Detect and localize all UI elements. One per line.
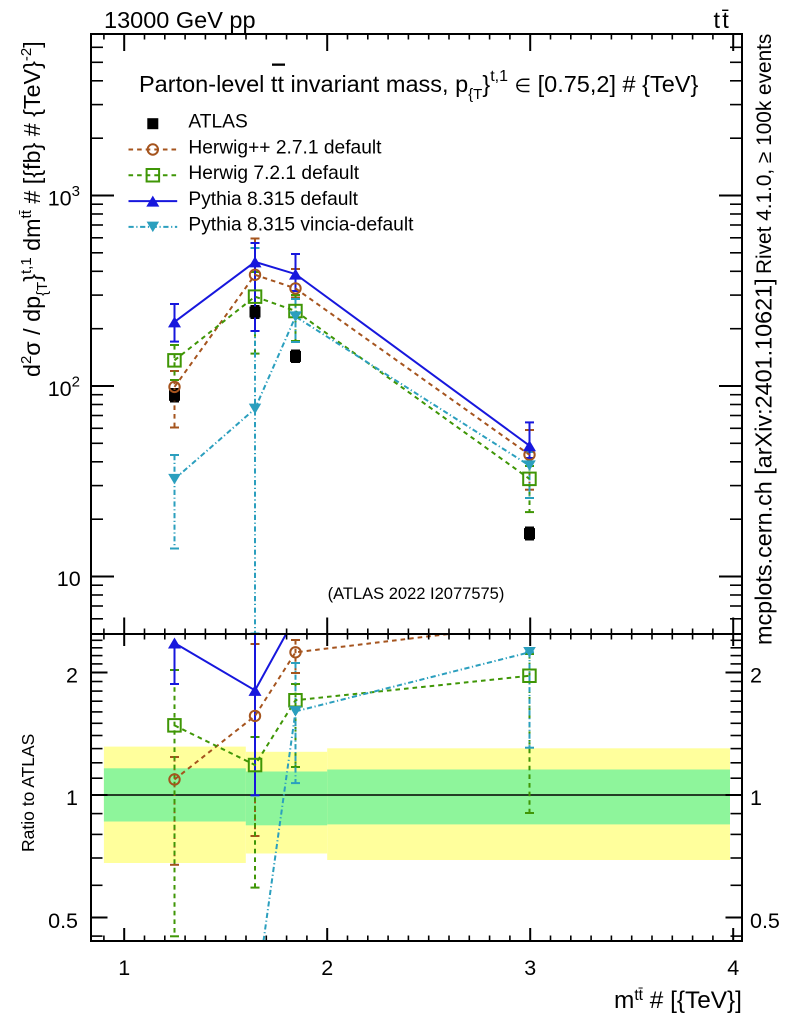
svg-text:Pythia 8.315 default: Pythia 8.315 default bbox=[188, 189, 358, 210]
svg-text:mcplots.cern.ch [arXiv:2401.10: mcplots.cern.ch [arXiv:2401.10621] bbox=[751, 278, 777, 645]
svg-text:2: 2 bbox=[750, 664, 762, 688]
svg-text:Rivet 4.1.0, ≥ 100k events: Rivet 4.1.0, ≥ 100k events bbox=[753, 34, 776, 274]
svg-text:0.5: 0.5 bbox=[48, 909, 78, 933]
svg-text:Herwig 7.2.1 default: Herwig 7.2.1 default bbox=[188, 163, 359, 184]
svg-text:1: 1 bbox=[118, 956, 130, 980]
svg-text:2: 2 bbox=[66, 664, 78, 688]
svg-text:13000 GeV pp: 13000 GeV pp bbox=[104, 7, 256, 33]
svg-text:4: 4 bbox=[727, 956, 739, 980]
svg-text:10: 10 bbox=[57, 567, 81, 591]
svg-text:0.5: 0.5 bbox=[750, 909, 780, 933]
svg-text:Herwig++ 2.7.1 default: Herwig++ 2.7.1 default bbox=[188, 137, 382, 158]
svg-text:tt̄: tt̄ bbox=[714, 7, 731, 33]
svg-text:Ratio to ATLAS: Ratio to ATLAS bbox=[18, 734, 38, 852]
svg-text:Pythia 8.315 vincia-default: Pythia 8.315 vincia-default bbox=[188, 215, 414, 236]
svg-text:1: 1 bbox=[66, 786, 78, 810]
svg-text:1: 1 bbox=[750, 786, 762, 810]
svg-text:2: 2 bbox=[321, 956, 333, 980]
svg-text:ATLAS: ATLAS bbox=[188, 112, 247, 133]
svg-text:3: 3 bbox=[524, 956, 536, 980]
svg-text:mtt̄ # [{TeV}]: mtt̄ # [{TeV}] bbox=[614, 987, 742, 1014]
svg-text:(ATLAS 2022 I2077575): (ATLAS 2022 I2077575) bbox=[328, 585, 505, 603]
